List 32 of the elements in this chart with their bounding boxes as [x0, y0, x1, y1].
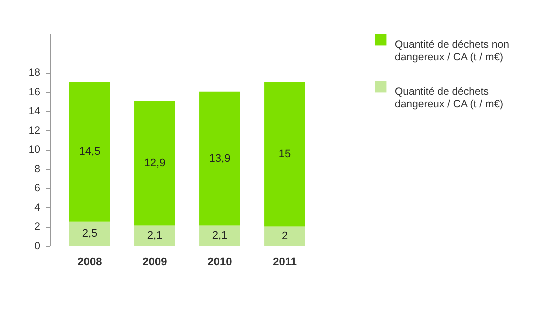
- y-tick-label: 16: [28, 86, 41, 98]
- y-tick-label: 0: [34, 240, 41, 252]
- y-tick-label: 14: [28, 106, 41, 118]
- bar: [70, 82, 110, 222]
- data-label: 12,9: [144, 158, 166, 170]
- bar: [200, 92, 240, 226]
- data-label: 13,9: [209, 152, 231, 165]
- y-tick-label: 6: [34, 182, 41, 195]
- x-tick-label: 2008: [78, 256, 102, 268]
- data-label: 2: [282, 230, 288, 242]
- bar: [264, 82, 306, 227]
- legend-label: Quantité de déchets dangereux / CA (t / m€): [395, 86, 504, 110]
- bar: [134, 226, 176, 246]
- bar: [264, 226, 306, 246]
- y-tick-label: 4: [34, 202, 41, 214]
- data-label: 2,5: [82, 228, 98, 240]
- x-tick-label: 2009: [142, 256, 168, 268]
- y-tick-label: 2: [34, 221, 41, 234]
- x-tick-label: 2010: [208, 256, 232, 268]
- bar: [134, 101, 176, 226]
- data-label: 15: [278, 148, 292, 160]
- data-label: 2,1: [212, 230, 228, 242]
- y-tick-label: 12: [28, 124, 41, 137]
- data-label: 14,5: [79, 146, 101, 158]
- y-tick-label: 10: [28, 144, 41, 156]
- data-label: 2,1: [147, 230, 163, 242]
- y-tick-label: 18: [28, 67, 41, 80]
- bar: [200, 226, 240, 246]
- y-tick-label: 8: [34, 163, 41, 176]
- x-tick-label: 2011: [273, 256, 297, 268]
- bar: [70, 222, 110, 246]
- legend-label: Quantité de déchets non dangereux / CA (t / m€): [395, 39, 510, 64]
